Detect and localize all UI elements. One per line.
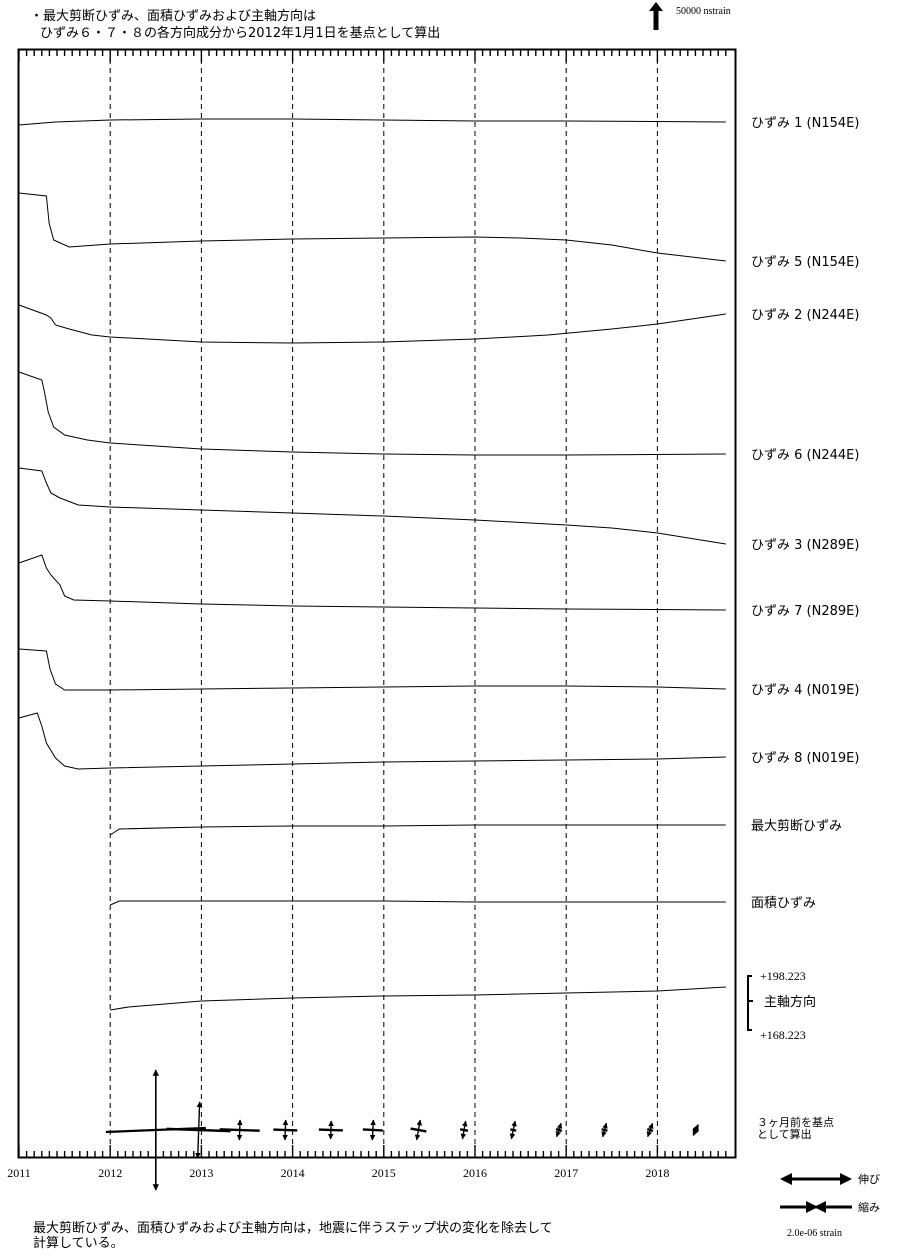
series-line-4 (18, 371, 726, 456)
strain-scale-label: 50000 nstrain (676, 6, 731, 17)
series-line-8 (18, 712, 726, 770)
series-line-11 (110, 986, 726, 1011)
principal-range-top: +198.223 (760, 969, 806, 983)
x-tick-label-2014: 2014 (281, 1166, 305, 1180)
series-label-10: 面積ひずみ (751, 896, 816, 911)
year-gridlines (109, 50, 658, 1157)
series-labels: ひずみ 1 (N154E) ひずみ 5 (N154E) ひずみ 2 (N244E) ひ… (751, 116, 859, 1010)
principal-axis-marker (646, 1122, 654, 1138)
series-label-1: ひずみ 1 (N154E) (751, 116, 859, 131)
series-line-3 (18, 304, 726, 344)
principal-axis-marker (692, 1124, 699, 1136)
principal-axis-marker (273, 1119, 298, 1141)
series-label-4: ひずみ 6 (N244E) (751, 448, 859, 463)
principal-range-bracket (747, 975, 753, 1031)
month-ticks (18, 50, 727, 1157)
x-tick-label-2013: 2013 (189, 1166, 213, 1180)
series-label-11: 主軸方向 (764, 994, 816, 1010)
principal-axis-marker (166, 1101, 231, 1159)
principal-axis-marker (555, 1122, 563, 1138)
series-label-2: ひずみ 5 (N154E) (751, 255, 859, 270)
principal-axis-marker (362, 1119, 383, 1141)
compression-label: 縮み (858, 1200, 880, 1214)
principal-axis-marker (410, 1119, 427, 1141)
header-line-2: ひずみ６・７・８の各方向成分から2012年1月1日を基点として算出 (40, 25, 440, 41)
series-lines (18, 118, 726, 1011)
x-tick-label-2016: 2016 (463, 1166, 487, 1180)
series-label-5: ひずみ 3 (N289E) (751, 538, 859, 553)
principal-range-bottom: +168.223 (760, 1028, 806, 1042)
x-tick-label-2015: 2015 (372, 1166, 396, 1180)
series-label-9: 最大剪断ひずみ (751, 818, 842, 834)
x-tick-label-2011: 2011 (7, 1166, 31, 1180)
principal-axis-marker (509, 1120, 517, 1140)
principal-axes-note: ３ヶ月前を基点 として算出 (757, 1115, 838, 1141)
series-line-9 (109, 824, 726, 836)
plot-frame (17, 48, 737, 1159)
compression-arrow-icon (780, 1201, 852, 1213)
strain-scale-arrow (649, 2, 663, 30)
header-line-1: ・最大剪断ひずみ、面積ひずみおよび主軸方向は (30, 8, 316, 24)
footer-line-2: 計算している。 (33, 1235, 124, 1251)
principal-axis-marker (459, 1120, 469, 1140)
extension-label: 伸び (858, 1173, 880, 1186)
principal-axis-marker (318, 1120, 343, 1140)
series-line-7 (18, 648, 726, 691)
series-line-5 (18, 467, 726, 545)
principal-axis-marker (601, 1122, 608, 1138)
series-label-3: ひずみ 2 (N244E) (751, 308, 859, 323)
x-axis-tick-labels: 2011 2012 2013 2014 2015 2016 2017 2018 (7, 1166, 669, 1180)
series-label-6: ひずみ 7 (N289E) (751, 604, 859, 619)
principal-scale-label: 2.0e-06 strain (787, 1228, 842, 1239)
series-label-7: ひずみ 4 (N019E) (751, 683, 859, 698)
series-label-8: ひずみ 8 (N019E) (751, 751, 859, 766)
principal-axis-marker (219, 1119, 260, 1141)
x-tick-label-2012: 2012 (98, 1166, 122, 1180)
series-line-2 (18, 192, 726, 262)
extension-arrow-icon (780, 1173, 852, 1185)
series-line-10 (109, 900, 726, 906)
x-tick-label-2018: 2018 (645, 1166, 669, 1180)
footer-line-1: 最大剪断ひずみ、面積ひずみおよび主軸方向は，地震に伴うステップ状の変化を除去して (33, 1220, 553, 1236)
principal-axes-markers (105, 1069, 699, 1191)
x-tick-label-2017: 2017 (554, 1166, 578, 1180)
series-line-6 (18, 554, 726, 611)
series-line-1 (18, 118, 726, 126)
